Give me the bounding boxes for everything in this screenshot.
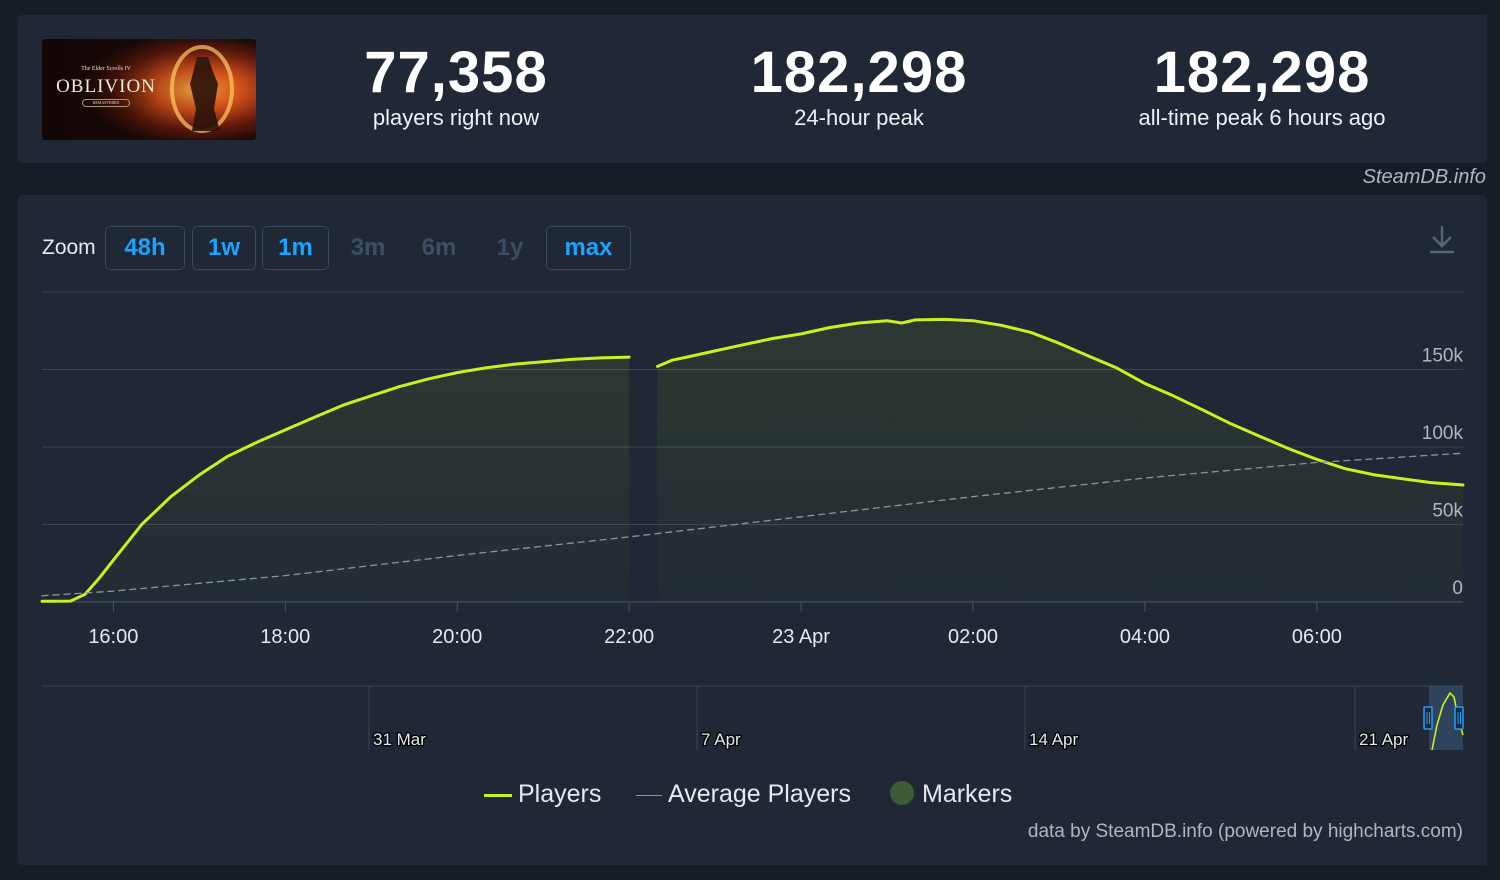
- stat-24h-peak-label: 24-hour peak: [794, 105, 924, 130]
- game-logo-title: OBLIVION: [56, 76, 156, 97]
- legend-markers-circle-icon: [890, 781, 914, 806]
- players-area-fill: [657, 319, 1463, 602]
- download-icon[interactable]: [1427, 223, 1457, 255]
- legend-item-average-players[interactable]: Average Players: [636, 779, 851, 809]
- x-tick-label: 20:00: [432, 626, 482, 648]
- zoom-label: Zoom: [42, 236, 96, 259]
- legend-average-line-icon: [636, 794, 662, 796]
- y-tick-label: 150k: [1422, 346, 1464, 367]
- players-series-line[interactable]: [656, 317, 1465, 487]
- navigator-label: 21 Apr: [1359, 730, 1408, 749]
- stats-panel: The Elder Scrolls IV OBLIVION REMASTERED…: [18, 15, 1487, 163]
- x-tick-label: 22:00: [604, 626, 654, 648]
- zoom-button-1y: 1y: [478, 226, 542, 270]
- game-thumbnail-art: [42, 39, 256, 140]
- navigator-label: 7 Apr: [701, 730, 741, 749]
- legend-item-markers[interactable]: Markers: [890, 779, 1012, 809]
- stat-all-time-peak-label: all-time peak 6 hours ago: [1138, 105, 1386, 130]
- navigator-right-handle[interactable]: [1454, 706, 1464, 730]
- stat-players-now-label: players right now: [372, 105, 540, 130]
- chart-panel: Zoom 48h 1w 1m 3m 6m 1y max 0 50k 100k 150k…: [18, 195, 1487, 865]
- zoom-button-1m[interactable]: 1m: [262, 226, 329, 270]
- x-tick-label: 23 Apr: [772, 626, 830, 648]
- stat-players-now-value: 77,358: [364, 40, 548, 105]
- chart-credit[interactable]: data by SteamDB.info (powered by highcha…: [1027, 821, 1463, 842]
- x-tick-label: 02:00: [948, 626, 998, 648]
- x-tick-label: 16:00: [88, 626, 138, 648]
- game-logo-series: The Elder Scrolls IV: [81, 66, 131, 72]
- stat-24h-peak-value: 182,298: [750, 40, 968, 105]
- player-count-chart: 0 50k 100k 150k 16:00 18:00 20:00 22:00 23 Apr 0…: [40, 291, 1465, 750]
- y-tick-label: 50k: [1432, 501, 1463, 522]
- stat-all-time-peak-value: 182,298: [1153, 40, 1371, 105]
- steamdb-watermark[interactable]: SteamDB.info: [1362, 166, 1486, 188]
- stat-all-time-peak: 182,298 all-time peak 6 hours ago: [1082, 41, 1442, 131]
- x-tick-label: 18:00: [260, 626, 310, 648]
- legend-average-players-label: Average Players: [668, 780, 851, 808]
- players-series-line[interactable]: [40, 355, 631, 603]
- players-area-fill: [42, 357, 630, 602]
- zoom-button-6m: 6m: [407, 226, 471, 270]
- zoom-button-max[interactable]: max: [546, 226, 631, 270]
- legend-item-players[interactable]: Players: [484, 779, 601, 809]
- stat-24h-peak: 182,298 24-hour peak: [679, 41, 1039, 131]
- average-players-series-line[interactable]: [41, 452, 1464, 597]
- y-tick-label: 100k: [1422, 423, 1464, 444]
- y-tick-label: 0: [1452, 578, 1463, 599]
- zoom-button-1w[interactable]: 1w: [192, 226, 256, 270]
- game-thumbnail[interactable]: The Elder Scrolls IV OBLIVION REMASTERED: [42, 39, 256, 140]
- legend-markers-label: Markers: [922, 780, 1013, 808]
- legend-players-label: Players: [518, 780, 602, 808]
- stat-players-now: 77,358 players right now: [276, 41, 636, 131]
- navigator-left-handle[interactable]: [1423, 706, 1433, 730]
- chart-legend: Players Average Players Markers: [18, 779, 1487, 813]
- x-tick-label: 06:00: [1292, 626, 1342, 648]
- zoom-button-3m: 3m: [336, 226, 400, 270]
- legend-players-line-icon: [484, 793, 512, 797]
- navigator-label: 14 Apr: [1029, 730, 1078, 749]
- x-tick-label: 04:00: [1120, 626, 1170, 648]
- game-logo-subtitle: REMASTERED: [82, 99, 130, 107]
- zoom-button-48h[interactable]: 48h: [105, 226, 185, 270]
- navigator-label: 31 Mar: [373, 730, 426, 749]
